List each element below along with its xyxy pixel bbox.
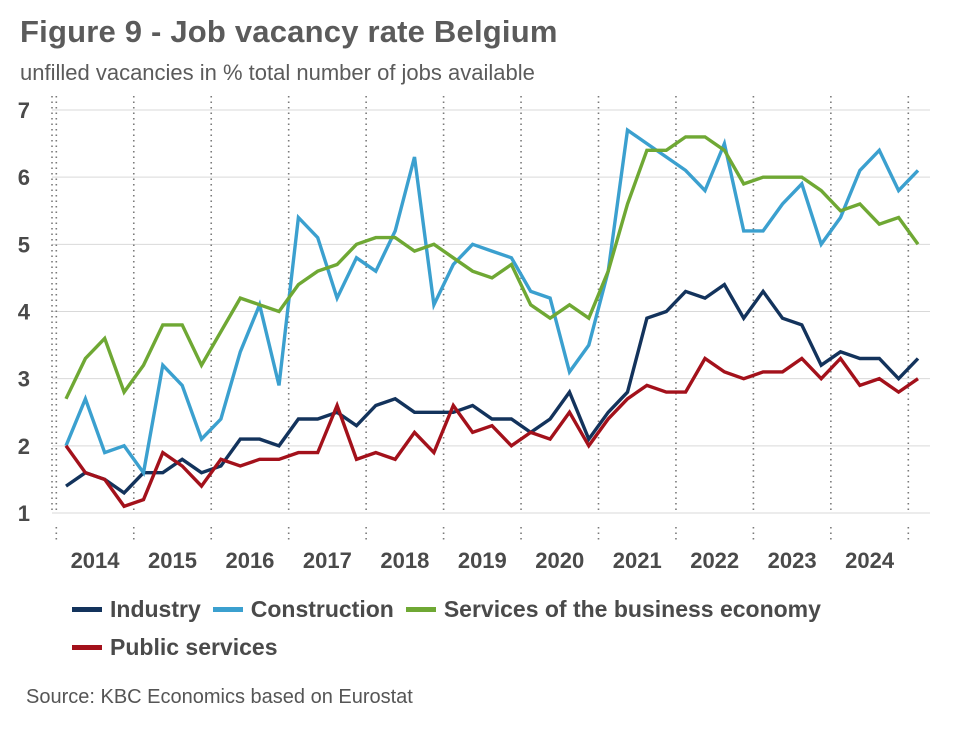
x-tick-label: 2016	[225, 548, 274, 573]
legend-row-1: Industry Construction Services of the bu…	[72, 590, 932, 628]
y-tick-label: 6	[18, 165, 30, 190]
legend-label-services: Services of the business economy	[443, 595, 821, 622]
y-tick-label: 3	[18, 367, 30, 392]
x-tick-label: 2015	[148, 548, 197, 573]
legend-item-services: Services of the business economy	[405, 595, 821, 623]
y-tick-label: 7	[18, 98, 30, 123]
y-tick-label: 4	[18, 300, 31, 325]
series-line-services-of-the-business-economy	[64, 135, 920, 400]
x-tick-label: 2017	[303, 548, 352, 573]
y-tick-label: 1	[18, 501, 30, 526]
legend-item-construction: Construction	[212, 595, 394, 623]
legend-row-2: Public services	[72, 628, 932, 666]
chart-title: Figure 9 - Job vacancy rate Belgium	[20, 14, 558, 49]
legend-item-industry: Industry	[72, 596, 201, 623]
y-tick-label: 2	[18, 434, 30, 459]
series-line-construction	[64, 127, 920, 477]
legend-item-public-services: Public services	[72, 634, 278, 661]
x-tick-label: 2021	[613, 548, 662, 573]
x-tick-label: 2018	[380, 548, 429, 573]
chart-legend: Industry Construction Services of the bu…	[72, 590, 932, 666]
x-tick-label: 2022	[690, 548, 739, 573]
legend-swatch-public-services	[72, 644, 102, 650]
legend-swatch-services	[405, 606, 436, 612]
x-tick-label: 2020	[535, 548, 584, 573]
x-tick-label: 2014	[71, 548, 121, 573]
series-line-industry	[65, 282, 920, 496]
x-tick-label: 2019	[458, 548, 507, 573]
line-chart: 1 2 3 4 5 6 7 2014 2015 2016 2017 2018 2019 2020 2021 2…	[18, 96, 930, 573]
legend-label-public-services: Public services	[110, 633, 278, 660]
legend-swatch-construction	[212, 606, 243, 612]
series-line-public-services	[64, 355, 919, 509]
source-note: Source: KBC Economics based on Eurostat	[26, 686, 413, 708]
legend-label-industry: Industry	[110, 595, 201, 622]
x-tick-label: 2024	[845, 548, 895, 573]
y-tick-label: 5	[18, 232, 30, 257]
legend-label-construction: Construction	[250, 595, 394, 622]
legend-swatch-industry	[72, 606, 102, 612]
chart-subtitle: unfilled vacancies in % total number of …	[20, 60, 535, 85]
x-tick-label: 2023	[768, 548, 817, 573]
